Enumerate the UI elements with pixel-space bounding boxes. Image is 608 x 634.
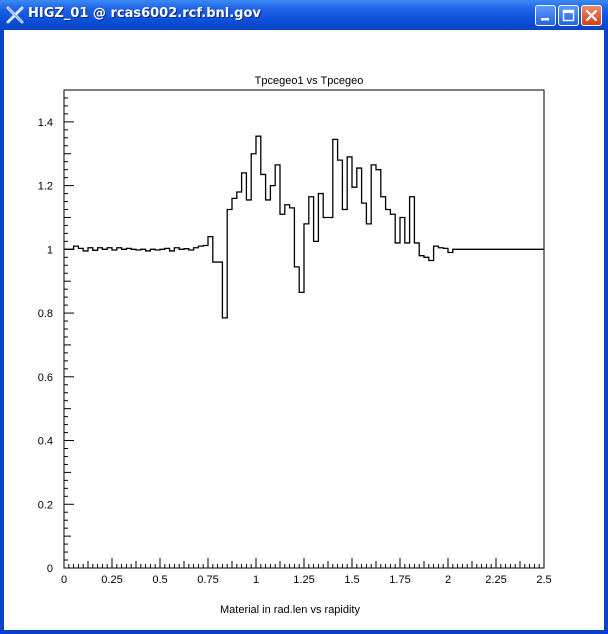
maximize-icon: [562, 9, 575, 22]
y-tick-label: 0.6: [38, 372, 53, 384]
x-tick-label: 1.75: [389, 574, 410, 586]
title-bar[interactable]: HIGZ_01 @ rcas6002.rcf.bnl.gov: [0, 0, 608, 30]
chart-title: Tpcegeo1 vs Tpcegeo: [255, 75, 364, 87]
y-axis: 0 0.2 0.4 0.6 0.8 1 1.2 1.4: [38, 89, 74, 575]
x-tick-label: 2: [445, 574, 451, 586]
y-tick-label: 0.8: [38, 308, 53, 320]
x-tick-label: 1.25: [293, 574, 314, 586]
histogram-plot: Tpcegeo1 vs Tpcegeo 0 0.25 0.5 0.75 1 1.25 1.5…: [38, 75, 552, 616]
close-button[interactable]: [581, 5, 602, 26]
minimize-icon: [541, 18, 549, 21]
x-tick-label: 0.5: [152, 574, 167, 586]
y-tick-label: 0.2: [38, 499, 53, 511]
minimize-button[interactable]: [535, 5, 556, 26]
higz-x-icon: [6, 6, 24, 24]
x-axis-label: Material in rad.len vs rapidity: [220, 604, 361, 616]
x-tick-label: 0.75: [197, 574, 218, 586]
y-tick-label: 0.4: [38, 436, 53, 448]
y-tick-label: 1.4: [38, 117, 53, 129]
y-tick-label: 1: [47, 244, 53, 256]
window-title: HIGZ_01 @ rcas6002.rcf.bnl.gov: [28, 6, 261, 21]
x-tick-label: 1: [253, 574, 259, 586]
plot-canvas: Tpcegeo1 vs Tpcegeo 0 0.25 0.5 0.75 1 1.25 1.5…: [4, 30, 604, 630]
maximize-button[interactable]: [558, 5, 579, 26]
x-tick-label: 1.5: [344, 574, 359, 586]
close-icon: [585, 9, 598, 22]
x-tick-label: 0.25: [101, 574, 122, 586]
plot-frame: [63, 89, 545, 569]
x-tick-label: 2.5: [536, 574, 551, 586]
y-tick-label: 0: [47, 563, 53, 575]
x-tick-label: 0: [61, 574, 67, 586]
histogram-series: [64, 135, 544, 319]
x-tick-label: 2.25: [485, 574, 506, 586]
y-tick-label: 1.2: [38, 181, 53, 193]
x-axis: 0 0.25 0.5 0.75 1 1.25 1.5 1.75 2 2.25 2.5: [61, 558, 552, 586]
